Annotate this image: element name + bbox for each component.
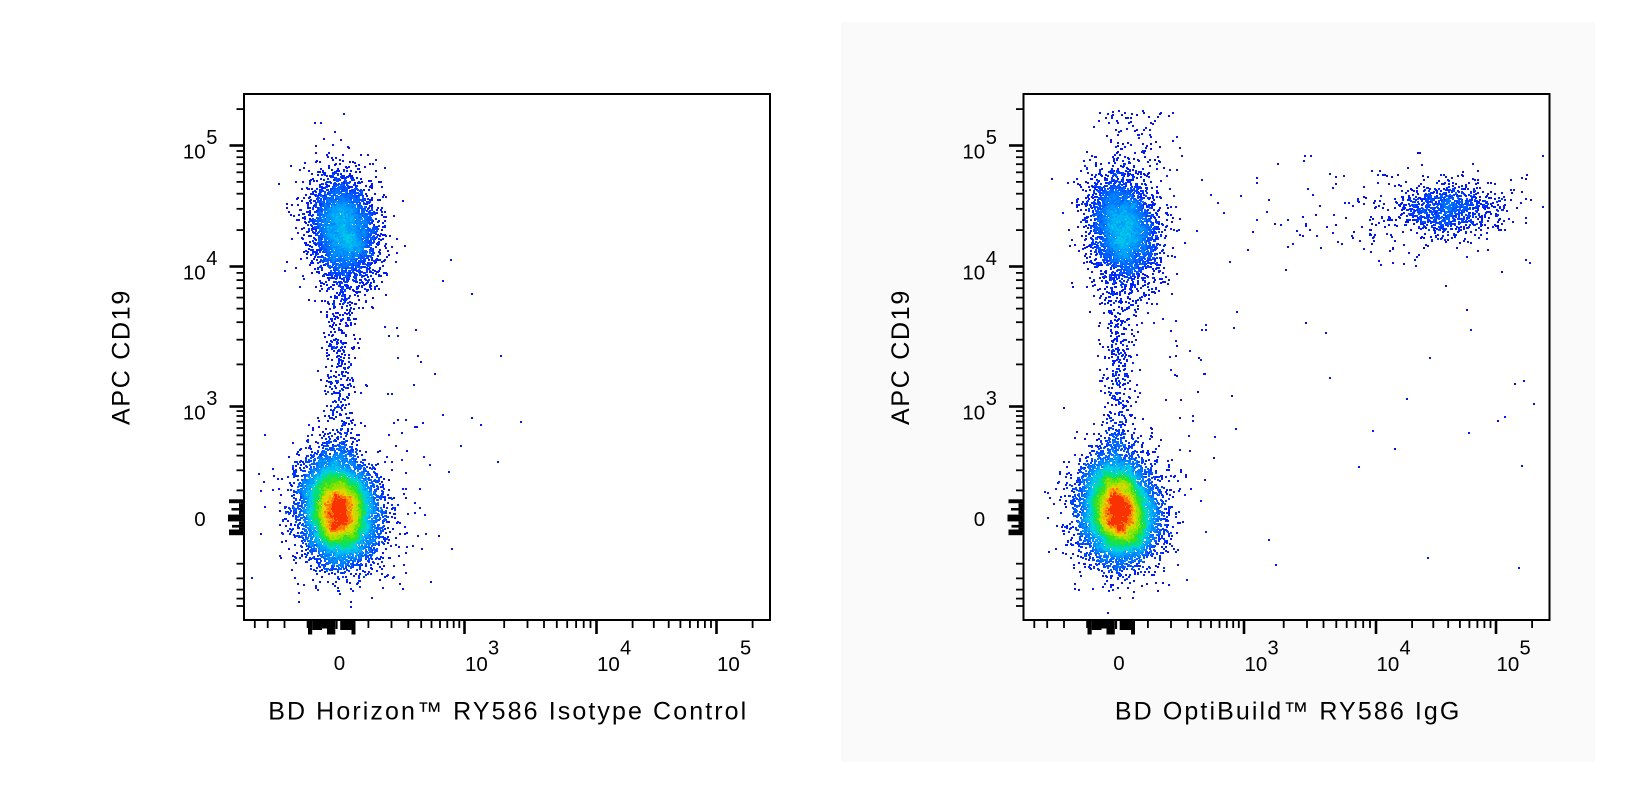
svg-text:10: 10 [962,262,985,285]
svg-text:4: 4 [986,248,997,270]
svg-text:0: 0 [974,508,985,531]
svg-text:3: 3 [206,388,217,410]
svg-text:10: 10 [597,653,620,676]
svg-text:APC CD19: APC CD19 [107,289,135,425]
svg-text:10: 10 [465,653,488,676]
svg-text:BD OptiBuild™ RY586 IgG: BD OptiBuild™ RY586 IgG [1115,698,1462,726]
svg-text:10: 10 [717,653,740,676]
svg-text:5: 5 [986,127,997,149]
svg-text:3: 3 [986,388,997,410]
svg-text:10: 10 [962,141,985,164]
svg-text:4: 4 [1400,638,1411,660]
svg-text:5: 5 [1520,638,1531,660]
svg-text:3: 3 [488,638,499,660]
svg-text:5: 5 [740,638,751,660]
svg-text:10: 10 [1377,653,1400,676]
svg-text:4: 4 [620,638,631,660]
svg-text:10: 10 [962,402,985,425]
svg-text:10: 10 [183,402,206,425]
svg-text:0: 0 [1113,652,1124,675]
svg-text:10: 10 [1497,653,1520,676]
svg-text:BD Horizon™ RY586 Isotype Cont: BD Horizon™ RY586 Isotype Control [268,698,748,726]
svg-text:0: 0 [334,652,345,675]
svg-text:10: 10 [183,141,206,164]
svg-text:5: 5 [206,127,217,149]
svg-text:APC CD19: APC CD19 [887,289,915,425]
svg-text:3: 3 [1268,638,1279,660]
svg-text:4: 4 [206,248,217,270]
svg-text:10: 10 [183,262,206,285]
svg-text:0: 0 [194,508,205,531]
svg-text:10: 10 [1245,653,1268,676]
